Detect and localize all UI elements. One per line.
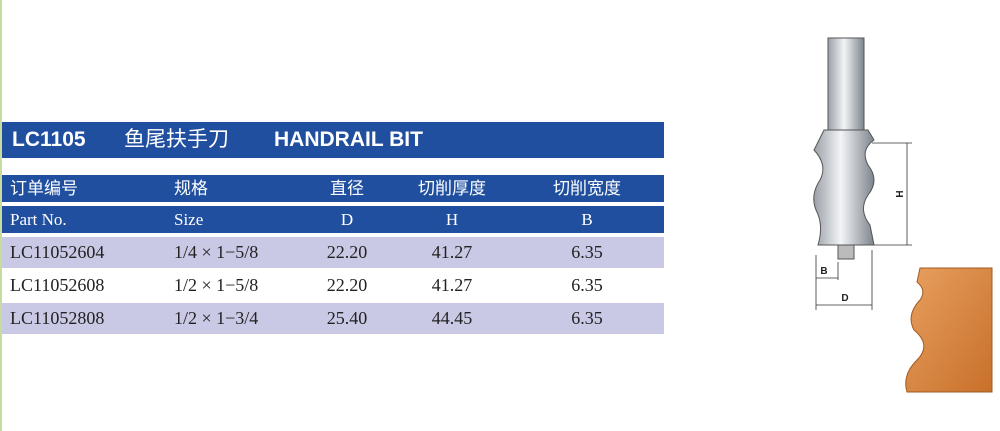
header-cell: 切削宽度 — [553, 179, 621, 198]
header-cell: H — [445, 210, 459, 229]
header-row-cn: 订单编号 规格 直径 切削厚度 切削宽度 — [2, 175, 664, 202]
header-row-en: Part No. Size D H B — [2, 206, 664, 233]
table-cell: LC11052604 — [10, 242, 105, 262]
shank — [827, 37, 865, 131]
header-cell: D — [340, 210, 354, 229]
table-row: LC11052808 1/2 × 1−3/4 25.40 44.45 6.35 — [2, 303, 664, 334]
table-cell: 22.20 — [326, 242, 368, 262]
header-cell: Part No. — [10, 210, 67, 229]
dimension-lines — [815, 142, 912, 310]
header-cell: 直径 — [330, 179, 364, 198]
table-cell: LC11052808 — [10, 308, 105, 328]
label-h: H — [895, 190, 906, 197]
cutter-body — [813, 129, 875, 246]
title-en: HANDRAIL BIT — [274, 128, 423, 151]
label-d: D — [841, 293, 848, 304]
table-cell: LC11052608 — [10, 275, 105, 295]
header-cell: 规格 — [174, 179, 208, 198]
table-cell: 41.27 — [431, 242, 473, 262]
table-row: LC11052604 1/4 × 1−5/8 22.20 41.27 6.35 — [2, 237, 664, 268]
header-cell: 切削厚度 — [418, 179, 486, 198]
table-cell: 41.27 — [431, 275, 473, 295]
header-cell: Size — [174, 210, 204, 229]
title-code: LC1105 — [12, 128, 86, 151]
table-cell: 6.35 — [571, 242, 603, 262]
title-cn: 鱼尾扶手刀 — [124, 128, 229, 151]
bearing — [837, 244, 855, 260]
table-cell: 44.45 — [431, 308, 473, 328]
table-cell: 25.40 — [326, 308, 368, 328]
header-cell: 订单编号 — [10, 179, 78, 198]
table-cell: 1/2 × 1−3/4 — [174, 308, 259, 328]
table-cell: 1/4 × 1−5/8 — [174, 242, 259, 262]
title-bar: LC1105 鱼尾扶手刀 HANDRAIL BIT — [2, 122, 664, 158]
table-cell: 22.20 — [326, 275, 368, 295]
table-row: LC11052608 1/2 × 1−5/8 22.20 41.27 6.35 — [2, 270, 664, 301]
table-cell: 1/2 × 1−5/8 — [174, 275, 259, 295]
wood-profile — [905, 267, 993, 393]
label-b: B — [820, 266, 827, 277]
table-cell: 6.35 — [571, 308, 603, 328]
table-cell: 6.35 — [571, 275, 603, 295]
header-cell: B — [581, 210, 593, 229]
